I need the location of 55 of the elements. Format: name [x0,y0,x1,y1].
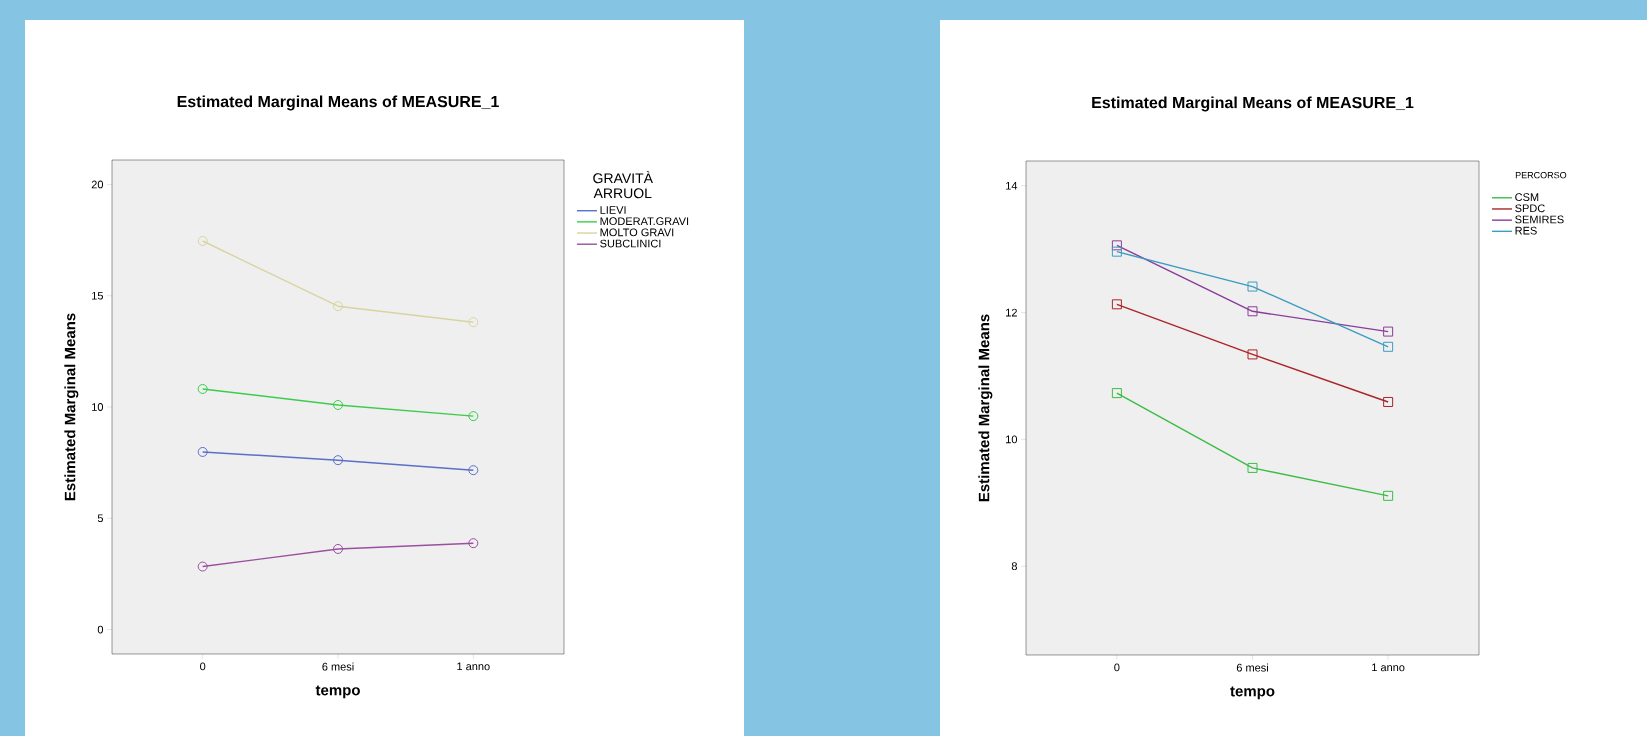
x-tick-label: 6 mesi [322,662,354,671]
legend-label: SPDC [1515,204,1545,213]
point [1247,462,1258,473]
point [468,465,479,476]
y-tick-label: 12 [1006,308,1017,317]
point [1383,490,1394,501]
point [1383,396,1394,407]
point [1111,246,1122,257]
point [197,446,208,457]
y-tick-label: 20 [91,180,104,189]
point [1247,281,1258,292]
point [333,543,344,554]
y-tick-label: 15 [92,291,104,300]
y-tick-label: 8 [1011,562,1017,571]
y-axis-title: Estimated Marginal Means [978,314,993,502]
legend-label: MODERAT.GRAVI [600,217,689,226]
point [1111,388,1122,399]
y-tick-label: 14 [1006,181,1018,190]
chart-title: Estimated Marginal Means of MEASURE_1 [1092,96,1414,112]
point [468,538,479,549]
legend-label: SUBCLINICI [600,239,661,248]
point [468,411,479,422]
point [197,561,208,572]
point [333,455,344,466]
y-tick-label: 10 [1006,435,1018,444]
legend-title: GRAVITÀ ARRUOL [593,170,653,199]
point [333,399,344,410]
x-tick-label: 1 anno [457,662,490,671]
x-axis-title: tempo [1230,686,1275,700]
point [1247,306,1258,317]
y-axis-title: Estimated Marginal Means [64,313,79,501]
point [197,383,208,394]
point [1247,349,1258,360]
point [468,317,479,328]
point [1383,326,1394,337]
point [1111,240,1122,251]
point [333,301,344,312]
chart-title: Estimated Marginal Means of MEASURE_1 [177,95,499,111]
x-tick-label: 6 mesi [1236,663,1268,672]
y-tick-label: 10 [92,403,104,411]
legend-label: SEMIRES [1515,215,1564,224]
point [1111,299,1122,310]
legend-label: CSM [1515,193,1539,201]
legend-label: MOLTO GRAVI [600,228,674,237]
point [1383,341,1394,352]
x-tick-label: 0 [200,662,206,671]
y-tick-label: 0 [97,625,104,634]
y-tick-label: 5 [97,514,104,523]
legend-title: PERCORSO [1515,171,1567,179]
legend-label: RES [1515,226,1537,235]
point [197,236,208,246]
legend-label: LIEVI [600,206,626,214]
x-tick-label: 0 [1114,663,1120,672]
x-tick-label: 1 anno [1372,663,1405,672]
x-axis-title: tempo [315,685,360,699]
